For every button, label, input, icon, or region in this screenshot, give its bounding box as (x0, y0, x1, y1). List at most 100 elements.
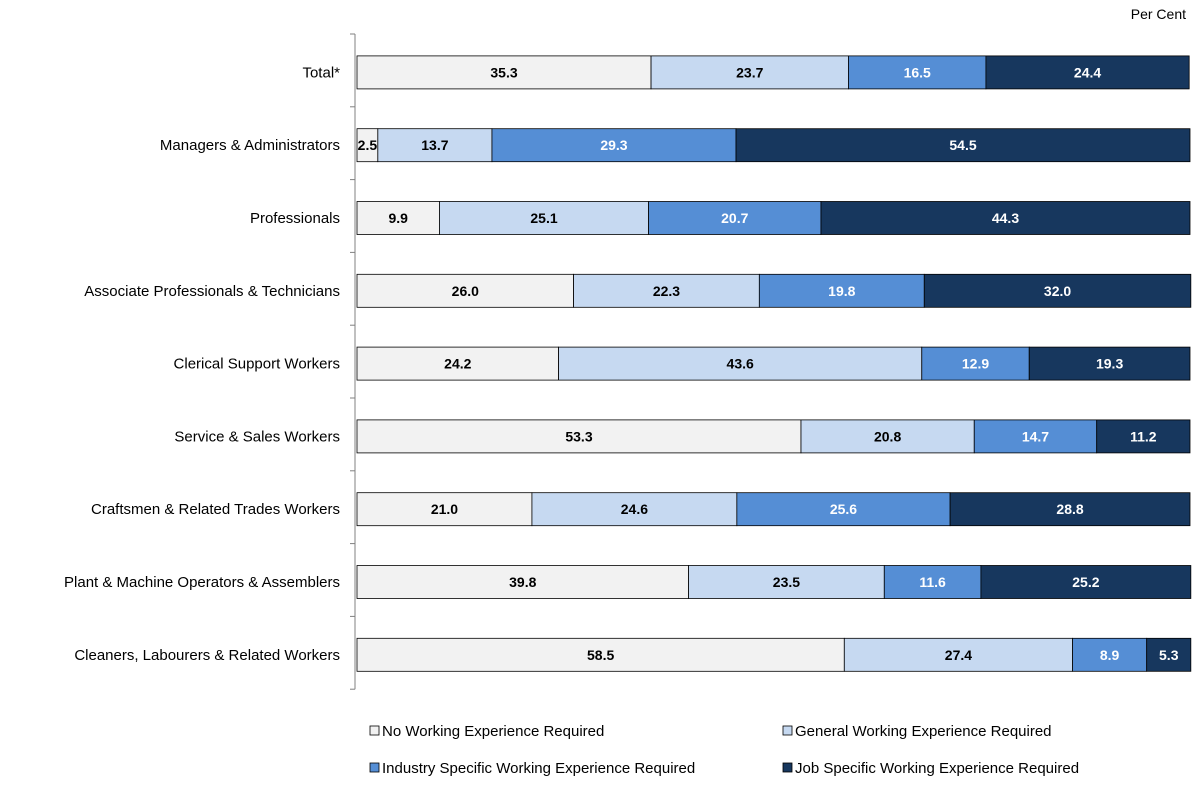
bar-row: 35.3 23.7 16.5 24.4 (356, 55, 1190, 90)
category-axis (350, 33, 356, 690)
data-label: 11.6 (919, 574, 946, 590)
data-label: 13.7 (421, 137, 448, 153)
data-label: 5.3 (1159, 647, 1179, 663)
data-label: 29.3 (600, 137, 627, 153)
bar-row: 2.5 13.7 29.3 54.5 (356, 128, 1191, 163)
data-label: 39.8 (509, 574, 536, 590)
data-label: 25.2 (1072, 574, 1099, 590)
legend-item: Job Specific Working Experience Required (782, 760, 1079, 777)
category-label: Craftsmen & Related Trades Workers (91, 501, 340, 518)
bar-segment (820, 201, 1191, 235)
legend-label: Industry Specific Working Experience Req… (382, 760, 695, 777)
legend-item: Industry Specific Working Experience Req… (369, 760, 695, 777)
data-label: 23.7 (736, 64, 763, 80)
bar-segment (356, 55, 652, 90)
data-label: 2.5 (358, 137, 378, 153)
data-label: 8.9 (1100, 647, 1120, 663)
bar-segment (356, 565, 689, 599)
bar-segment (356, 346, 559, 381)
data-label: 25.6 (830, 501, 857, 517)
data-label: 19.8 (828, 283, 855, 299)
data-label: 27.4 (945, 647, 972, 663)
data-label: 24.4 (1074, 64, 1101, 80)
bar-segment (1146, 637, 1192, 672)
data-label: 12.9 (962, 356, 989, 372)
data-label: 58.5 (587, 647, 614, 663)
bar-segment (736, 492, 951, 527)
legend-label: No Working Experience Required (382, 723, 604, 740)
bar-row: 58.5 27.4 8.9 5.3 (356, 637, 1192, 672)
bar-segment (883, 565, 982, 599)
legend-label: General Working Experience Required (795, 723, 1052, 740)
data-label: 21.0 (431, 501, 458, 517)
category-label: Managers & Administrators (160, 137, 340, 154)
bar-segment (356, 492, 533, 527)
bar-segment (688, 565, 885, 599)
data-label: 24.2 (444, 356, 471, 372)
legend: No Working Experience Required General Wo… (369, 723, 1079, 777)
bar-segment (843, 637, 1073, 672)
legend-swatch (369, 725, 380, 736)
bar-segment (800, 419, 975, 454)
bar-row: 26.0 22.3 19.8 32.0 (356, 273, 1192, 308)
unit-label: Per Cent (1131, 6, 1186, 22)
bar-segment (491, 128, 737, 163)
data-label: 19.3 (1096, 356, 1123, 372)
data-label: 11.2 (1130, 428, 1157, 444)
data-label: 23.5 (773, 574, 800, 590)
bar-segment (973, 419, 1098, 454)
data-label: 44.3 (992, 210, 1019, 226)
category-label: Professionals (250, 210, 340, 227)
bar-segment (758, 273, 925, 308)
data-label: 35.3 (490, 64, 517, 80)
bar-row: 24.2 43.6 12.9 19.3 (356, 346, 1191, 381)
bar-segment (1072, 637, 1148, 672)
legend-swatch (782, 725, 793, 736)
bar-segment (356, 201, 440, 235)
category-labels: Total* Managers & Administrators Professio… (64, 64, 340, 663)
bar-segment (531, 492, 738, 527)
category-label: Cleaners, Labourers & Related Workers (74, 647, 340, 664)
bar-row: 9.9 25.1 20.7 44.3 (356, 201, 1191, 235)
bar-segment (648, 201, 822, 235)
data-label: 20.8 (874, 428, 901, 444)
bar-segment (980, 565, 1192, 599)
category-label: Total* (302, 64, 340, 81)
category-label: Associate Professionals & Technicians (84, 283, 340, 300)
bar-segment (356, 419, 802, 454)
bar-segment (735, 128, 1191, 163)
bar-segment (356, 637, 845, 672)
data-label: 53.3 (565, 428, 592, 444)
bar-segment (356, 273, 574, 308)
data-label: 28.8 (1056, 501, 1083, 517)
data-label: 54.5 (949, 137, 976, 153)
data-label: 43.6 (727, 356, 754, 372)
data-label: 24.6 (621, 501, 648, 517)
bar-segment (1096, 419, 1191, 454)
bar-segment (1028, 346, 1191, 381)
category-label: Service & Sales Workers (174, 428, 340, 445)
data-label: 16.5 (904, 64, 931, 80)
legend-swatch (782, 762, 793, 773)
data-label: 9.9 (388, 210, 408, 226)
category-label: Clerical Support Workers (174, 356, 340, 373)
data-label: 25.1 (530, 210, 557, 226)
bar-row: 21.0 24.6 25.6 28.8 (356, 492, 1191, 527)
bar-segment (985, 55, 1190, 90)
bar-segment (558, 346, 923, 381)
data-label: 20.7 (721, 210, 748, 226)
legend-item: General Working Experience Required (782, 723, 1052, 740)
bar-segment (923, 273, 1192, 308)
bar-segment (573, 273, 760, 308)
category-label: Plant & Machine Operators & Assemblers (64, 574, 340, 591)
bar-segment (921, 346, 1030, 381)
legend-swatch (369, 762, 380, 773)
data-label: 14.7 (1022, 428, 1049, 444)
data-label: 26.0 (452, 283, 479, 299)
data-label: 22.3 (653, 283, 680, 299)
bar-row: 39.8 23.5 11.6 25.2 (356, 565, 1192, 599)
bar-segment (650, 55, 849, 90)
bar-segment (439, 201, 649, 235)
